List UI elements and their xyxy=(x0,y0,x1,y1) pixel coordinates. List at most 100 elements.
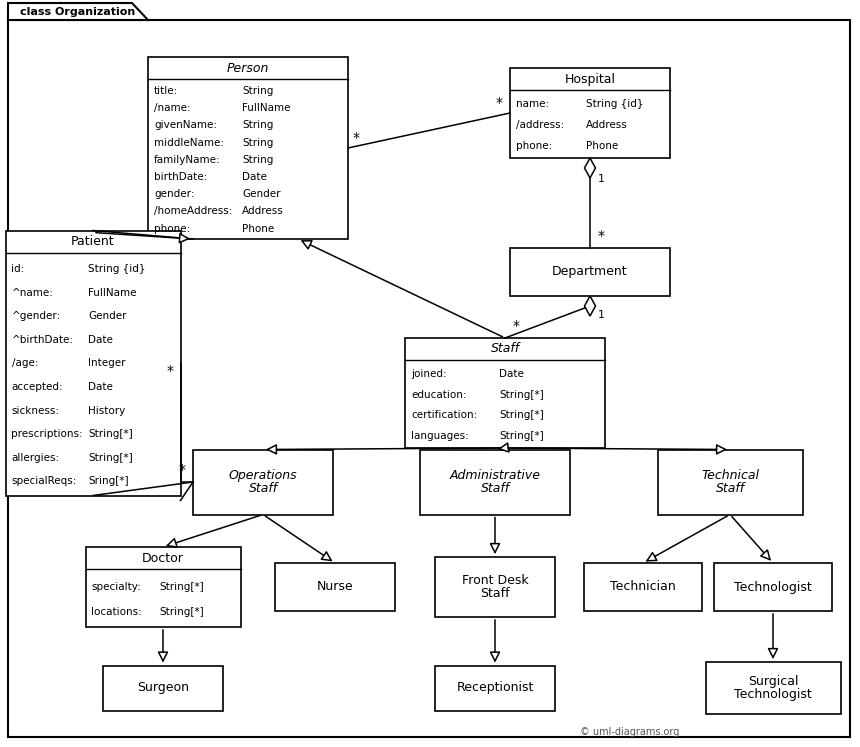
Text: familyName:: familyName: xyxy=(154,155,221,165)
Text: String[*]: String[*] xyxy=(89,453,133,462)
Text: Staff: Staff xyxy=(490,343,519,356)
Text: Date: Date xyxy=(89,335,114,345)
Text: prescriptions:: prescriptions: xyxy=(11,430,83,439)
Text: Technical: Technical xyxy=(701,469,759,482)
Text: Staff: Staff xyxy=(480,587,510,600)
Bar xyxy=(435,666,555,710)
Bar xyxy=(85,547,241,627)
Text: phone:: phone: xyxy=(154,223,190,234)
Text: Technician: Technician xyxy=(610,580,676,594)
Text: 1: 1 xyxy=(598,310,605,320)
Text: String[*]: String[*] xyxy=(89,430,133,439)
Text: Surgeon: Surgeon xyxy=(137,681,189,695)
Text: String {id}: String {id} xyxy=(586,99,643,109)
Text: *: * xyxy=(513,319,520,333)
Text: Patient: Patient xyxy=(71,235,115,248)
Text: class Organization: class Organization xyxy=(21,7,136,17)
Bar xyxy=(5,231,181,495)
Text: title:: title: xyxy=(154,86,178,96)
Text: Nurse: Nurse xyxy=(316,580,353,594)
Text: languages:: languages: xyxy=(411,431,469,441)
Text: givenName:: givenName: xyxy=(154,120,217,131)
Text: joined:: joined: xyxy=(411,369,446,379)
Text: FullName: FullName xyxy=(89,288,137,297)
Text: String: String xyxy=(242,86,273,96)
Text: History: History xyxy=(89,406,126,415)
Text: id:: id: xyxy=(11,264,25,274)
Text: Staff: Staff xyxy=(249,482,278,495)
Text: ^name:: ^name: xyxy=(11,288,53,297)
Text: Sring[*]: Sring[*] xyxy=(89,477,129,486)
Text: Staff: Staff xyxy=(481,482,510,495)
Bar xyxy=(103,666,223,710)
Text: Surgical: Surgical xyxy=(747,675,798,688)
Bar xyxy=(714,563,832,611)
Text: Gender: Gender xyxy=(89,311,126,321)
Text: /age:: /age: xyxy=(11,359,38,368)
Text: Date: Date xyxy=(89,382,114,392)
Text: *: * xyxy=(598,229,605,243)
Text: String {id}: String {id} xyxy=(89,264,145,274)
Text: 1: 1 xyxy=(598,174,605,184)
Bar xyxy=(510,248,670,296)
Text: gender:: gender: xyxy=(154,189,194,199)
Text: accepted:: accepted: xyxy=(11,382,63,392)
Text: Phone: Phone xyxy=(586,140,618,151)
Bar xyxy=(405,338,605,448)
Text: © uml-diagrams.org: © uml-diagrams.org xyxy=(580,727,679,737)
Text: String[*]: String[*] xyxy=(499,431,544,441)
Text: *: * xyxy=(167,364,174,378)
Text: Administrative: Administrative xyxy=(450,469,540,482)
Bar xyxy=(705,662,840,714)
Bar xyxy=(420,450,570,515)
Text: *: * xyxy=(496,96,503,110)
Text: Doctor: Doctor xyxy=(142,551,184,565)
Text: specialty:: specialty: xyxy=(91,582,141,592)
Text: Staff: Staff xyxy=(716,482,745,495)
Text: Phone: Phone xyxy=(242,223,274,234)
Polygon shape xyxy=(8,3,148,20)
Text: ^birthDate:: ^birthDate: xyxy=(11,335,73,345)
Text: Date: Date xyxy=(499,369,524,379)
Text: Address: Address xyxy=(242,206,284,217)
Bar xyxy=(658,450,802,515)
Text: String[*]: String[*] xyxy=(499,410,544,421)
Text: name:: name: xyxy=(516,99,550,109)
Text: Gender: Gender xyxy=(242,189,280,199)
Text: String: String xyxy=(242,155,273,165)
Text: Hospital: Hospital xyxy=(564,72,616,85)
Text: Address: Address xyxy=(586,120,628,130)
Text: Technologist: Technologist xyxy=(734,580,812,594)
Text: /name:: /name: xyxy=(154,103,191,114)
Text: birthDate:: birthDate: xyxy=(154,172,207,182)
Bar xyxy=(584,563,702,611)
Text: ^gender:: ^gender: xyxy=(11,311,61,321)
Text: String[*]: String[*] xyxy=(159,607,204,617)
Text: locations:: locations: xyxy=(91,607,142,617)
Text: allergies:: allergies: xyxy=(11,453,59,462)
Text: sickness:: sickness: xyxy=(11,406,59,415)
Text: String[*]: String[*] xyxy=(499,390,544,400)
Text: *: * xyxy=(179,463,186,477)
Text: Person: Person xyxy=(227,61,269,75)
Polygon shape xyxy=(585,296,595,316)
Bar xyxy=(510,68,670,158)
Polygon shape xyxy=(585,158,595,178)
Text: String: String xyxy=(242,120,273,131)
Text: specialReqs:: specialReqs: xyxy=(11,477,77,486)
Text: /address:: /address: xyxy=(516,120,564,130)
Text: Department: Department xyxy=(552,265,628,279)
Text: String: String xyxy=(242,137,273,148)
Text: Technologist: Technologist xyxy=(734,688,812,701)
Text: Integer: Integer xyxy=(89,359,126,368)
Text: middleName:: middleName: xyxy=(154,137,224,148)
Text: certification:: certification: xyxy=(411,410,477,421)
Text: education:: education: xyxy=(411,390,466,400)
Text: Operations: Operations xyxy=(229,469,298,482)
Text: String[*]: String[*] xyxy=(159,582,204,592)
Bar xyxy=(193,450,333,515)
Text: Date: Date xyxy=(242,172,267,182)
Text: /homeAddress:: /homeAddress: xyxy=(154,206,232,217)
Bar xyxy=(435,557,555,617)
Text: *: * xyxy=(353,131,360,145)
